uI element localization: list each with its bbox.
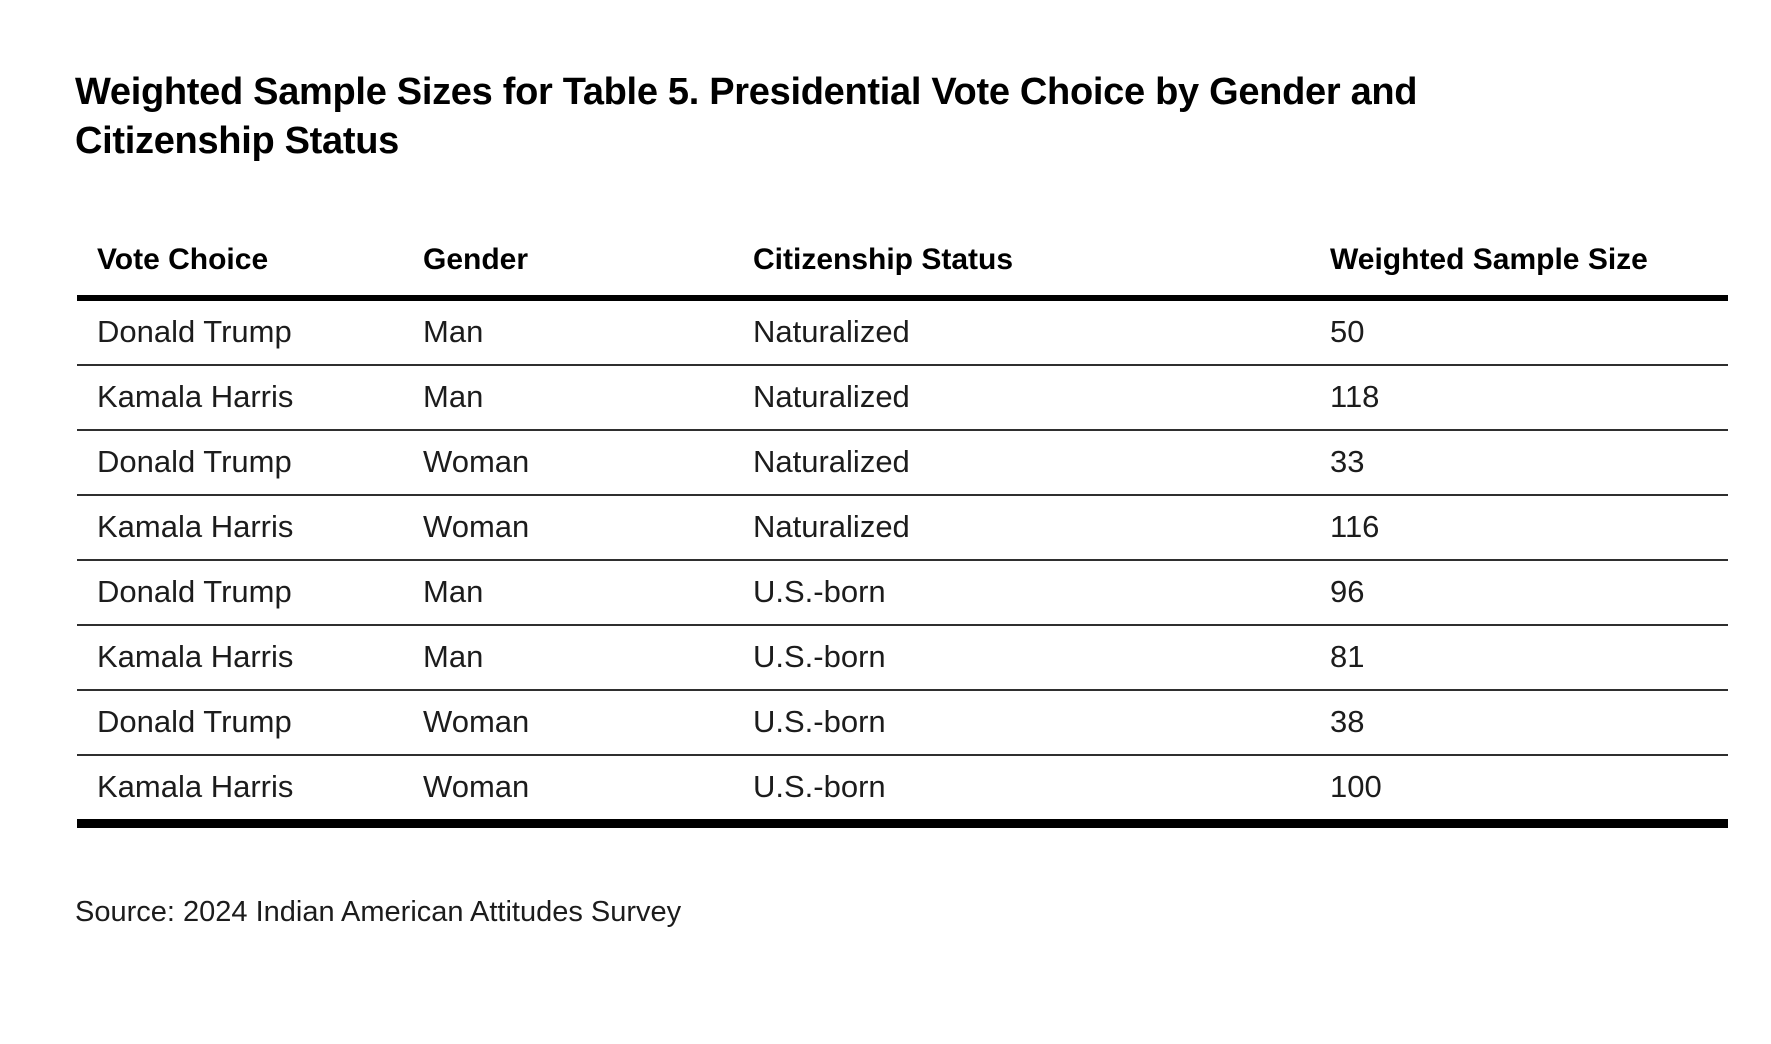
table-row: Kamala Harris Woman U.S.-born 100 (77, 755, 1728, 828)
table-row: Donald Trump Man Naturalized 50 (77, 298, 1728, 366)
weighted-sample-size-table: Vote Choice Gender Citizenship Status We… (77, 242, 1728, 828)
column-header-weighted-sample-size: Weighted Sample Size (1310, 242, 1728, 301)
table-row: Kamala Harris Woman Naturalized 116 (77, 495, 1728, 561)
column-header-gender: Gender (403, 242, 733, 301)
cell-citizenship-status: U.S.-born (733, 690, 1310, 756)
table-row: Donald Trump Man U.S.-born 96 (77, 560, 1728, 626)
cell-citizenship-status: Naturalized (733, 298, 1310, 366)
table-row: Donald Trump Woman Naturalized 33 (77, 430, 1728, 496)
cell-gender: Woman (403, 430, 733, 496)
cell-citizenship-status: Naturalized (733, 495, 1310, 561)
cell-weighted-sample-size: 96 (1310, 560, 1728, 626)
cell-vote-choice: Donald Trump (77, 690, 403, 756)
cell-weighted-sample-size: 116 (1310, 495, 1728, 561)
cell-weighted-sample-size: 118 (1310, 365, 1728, 431)
source-note: Source: 2024 Indian American Attitudes S… (75, 896, 682, 928)
cell-vote-choice: Kamala Harris (77, 755, 403, 828)
table-row: Kamala Harris Man Naturalized 118 (77, 365, 1728, 431)
cell-gender: Woman (403, 755, 733, 828)
cell-weighted-sample-size: 50 (1310, 298, 1728, 366)
table-figure: Weighted Sample Sizes for Table 5. Presi… (0, 68, 1771, 1044)
cell-weighted-sample-size: 81 (1310, 625, 1728, 691)
table-row: Kamala Harris Man U.S.-born 81 (77, 625, 1728, 691)
figure-title: Weighted Sample Sizes for Table 5. Presi… (75, 71, 1418, 162)
cell-weighted-sample-size: 33 (1310, 430, 1728, 496)
cell-gender: Woman (403, 495, 733, 561)
cell-gender: Man (403, 365, 733, 431)
header-row: Vote Choice Gender Citizenship Status We… (77, 242, 1728, 301)
cell-citizenship-status: U.S.-born (733, 625, 1310, 691)
cell-vote-choice: Kamala Harris (77, 495, 403, 561)
cell-vote-choice: Donald Trump (77, 298, 403, 366)
cell-vote-choice: Kamala Harris (77, 365, 403, 431)
cell-citizenship-status: U.S.-born (733, 755, 1310, 828)
cell-gender: Man (403, 625, 733, 691)
cell-gender: Man (403, 298, 733, 366)
column-header-citizenship-status: Citizenship Status (733, 242, 1310, 301)
cell-vote-choice: Donald Trump (77, 430, 403, 496)
cell-gender: Man (403, 560, 733, 626)
table-row: Donald Trump Woman U.S.-born 38 (77, 690, 1728, 756)
column-header-vote-choice: Vote Choice (77, 242, 403, 301)
cell-vote-choice: Donald Trump (77, 560, 403, 626)
cell-weighted-sample-size: 38 (1310, 690, 1728, 756)
cell-vote-choice: Kamala Harris (77, 625, 403, 691)
cell-citizenship-status: Naturalized (733, 430, 1310, 496)
cell-citizenship-status: Naturalized (733, 365, 1310, 431)
cell-weighted-sample-size: 100 (1310, 755, 1728, 828)
cell-gender: Woman (403, 690, 733, 756)
table-body: Donald Trump Man Naturalized 50 Kamala H… (77, 298, 1728, 828)
cell-citizenship-status: U.S.-born (733, 560, 1310, 626)
table-header: Vote Choice Gender Citizenship Status We… (77, 242, 1728, 301)
